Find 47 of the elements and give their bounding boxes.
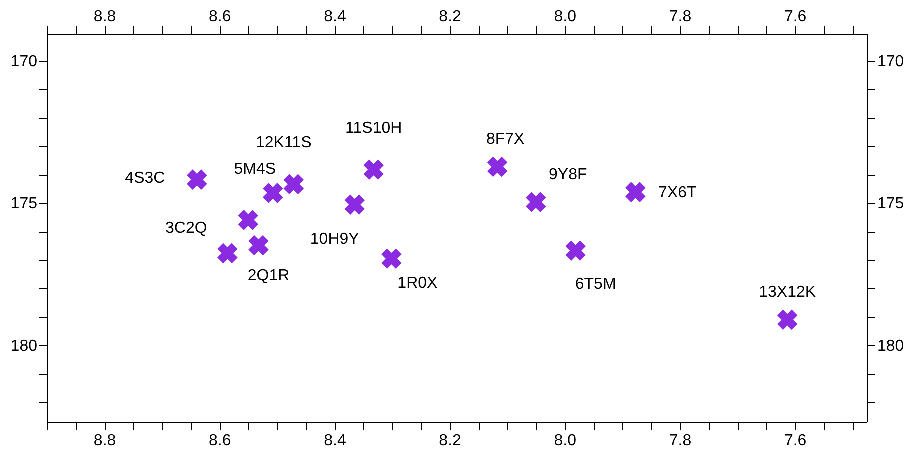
- point: [364, 160, 384, 180]
- annotation: 7X6T: [658, 184, 698, 202]
- y2-tick-label: 170: [878, 54, 904, 71]
- y-tick-label: 175: [10, 196, 38, 213]
- x2-tick-label: 7.8: [669, 432, 692, 450]
- x-tick-label: 8.6: [209, 8, 232, 26]
- x2-tick-label: 8.8: [94, 432, 116, 450]
- point: [526, 192, 546, 212]
- x-tick-label: 8.0: [554, 8, 577, 26]
- x2-tick-label: 8.2: [439, 432, 462, 450]
- point: [777, 310, 798, 330]
- y2-tick-label: 175: [878, 196, 904, 213]
- point: [263, 183, 284, 204]
- y-tick-label: 180: [10, 338, 38, 355]
- point: [218, 243, 238, 264]
- annotation: 3C2Q: [166, 220, 208, 238]
- x-tick-label: 8.4: [324, 8, 346, 26]
- x2-tick-label: 8.0: [554, 432, 577, 450]
- annotation: 8F7X: [486, 131, 526, 148]
- point: [626, 182, 646, 202]
- point: [284, 174, 304, 195]
- x2-tick-label: 8.4: [324, 432, 346, 450]
- annotation: 4S3C: [125, 170, 166, 187]
- annotation: 2Q1R: [248, 267, 290, 284]
- y2-tick-label: 180: [878, 338, 904, 355]
- annotation: 10H9Y: [310, 230, 360, 248]
- x-tick-label: 8.8: [94, 8, 116, 26]
- annotation: 1R0X: [398, 274, 438, 292]
- point: [187, 170, 208, 190]
- annotation: 6T5M: [575, 276, 616, 293]
- point: [566, 240, 586, 262]
- point: [382, 248, 402, 269]
- x-tick-label: 7.6: [784, 8, 807, 26]
- x-tick-label: 7.8: [669, 8, 692, 26]
- point: [487, 156, 508, 178]
- x2-tick-label: 8.6: [209, 432, 232, 450]
- point: [344, 194, 366, 215]
- annotation: 12K11S: [256, 134, 312, 152]
- annotation: 5M4S: [234, 161, 276, 178]
- x2-tick-label: 7.6: [784, 432, 807, 450]
- annotation: 9Y8F: [549, 166, 588, 184]
- x-tick-label: 8.2: [439, 8, 462, 26]
- point: [238, 210, 259, 230]
- annotation: 11S10H: [346, 120, 402, 137]
- y-tick-label: 170: [10, 54, 38, 71]
- point: [248, 235, 269, 256]
- annotation: 13X12K: [759, 284, 816, 301]
